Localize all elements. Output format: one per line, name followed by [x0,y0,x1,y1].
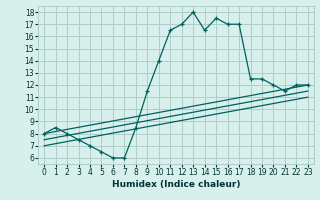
X-axis label: Humidex (Indice chaleur): Humidex (Indice chaleur) [112,180,240,189]
